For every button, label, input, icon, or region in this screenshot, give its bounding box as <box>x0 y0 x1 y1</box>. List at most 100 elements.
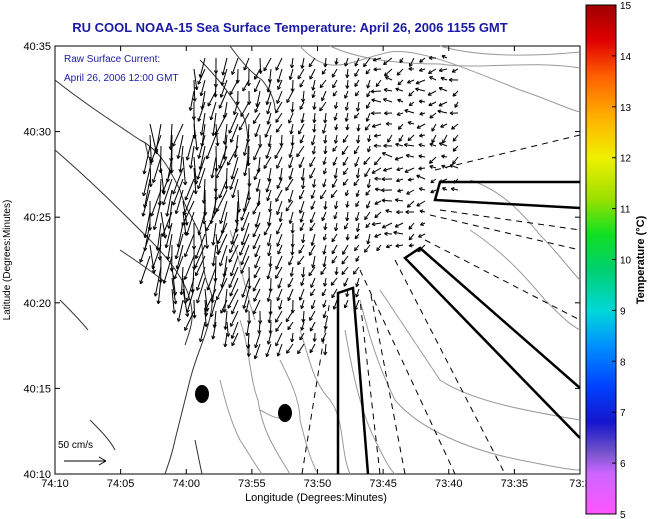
current-vector <box>312 112 317 123</box>
current-vector <box>279 134 284 147</box>
current-vector <box>265 90 272 106</box>
current-vector <box>365 189 371 196</box>
current-vector <box>312 123 317 133</box>
current-vector <box>204 288 217 312</box>
current-vector <box>385 244 393 249</box>
current-vector <box>298 244 305 254</box>
current-vector <box>276 200 283 216</box>
current-vector <box>354 156 360 167</box>
current-vector <box>323 321 328 330</box>
current-vector <box>408 90 415 97</box>
current-vector <box>285 200 294 212</box>
current-vector <box>331 233 338 243</box>
current-vector <box>253 266 261 279</box>
current-vector <box>441 54 448 59</box>
current-vector <box>354 68 360 77</box>
current-vector <box>398 134 404 142</box>
current-vector <box>452 156 459 165</box>
current-vector <box>173 255 184 280</box>
current-vector <box>184 310 195 331</box>
current-vector <box>345 288 350 298</box>
current-vector <box>454 101 459 108</box>
current-vector <box>404 167 415 173</box>
current-vector <box>342 167 349 175</box>
current-vector <box>233 134 239 158</box>
current-vector <box>219 200 228 224</box>
current-vector <box>376 244 382 252</box>
current-vector <box>311 145 316 155</box>
x-axis-ticks: 74:10 74:05 74:00 73:55 73:50 73:45 73:40 73:35… <box>41 46 591 490</box>
current-vector <box>397 79 404 86</box>
current-vector <box>268 200 273 213</box>
colorbar-tick-label: 10 <box>620 256 632 267</box>
current-vector <box>300 57 305 69</box>
current-vector <box>322 244 327 255</box>
current-vector <box>428 101 437 107</box>
y-axis-ticks: 40:35 40:30 40:25 40:20 40:15 40:10 <box>23 41 580 481</box>
current-vector <box>420 221 426 226</box>
current-vector <box>228 266 239 289</box>
current-vector <box>289 123 294 135</box>
current-vector <box>300 299 305 310</box>
current-vector <box>240 101 250 117</box>
current-vector <box>196 156 206 180</box>
current-vector <box>395 142 404 147</box>
current-vector <box>418 154 426 159</box>
current-vector <box>194 233 206 259</box>
current-vector <box>209 101 217 121</box>
current-vector <box>407 120 415 126</box>
current-vector <box>223 310 228 330</box>
current-vector <box>374 176 382 181</box>
current-vector <box>290 332 295 343</box>
current-vector <box>289 266 294 277</box>
current-vector <box>266 233 272 247</box>
current-vector <box>309 167 316 179</box>
current-vector <box>397 98 404 103</box>
current-vector <box>290 244 295 256</box>
current-vector <box>253 288 261 302</box>
current-vector <box>229 255 239 277</box>
current-vector <box>252 200 261 215</box>
current-vector <box>171 277 178 305</box>
current-vector <box>333 211 338 220</box>
current-vector <box>364 123 371 131</box>
current-vector <box>439 178 448 184</box>
current-vector <box>394 156 404 161</box>
current-vector <box>275 112 283 123</box>
current-vector <box>227 288 239 309</box>
current-vector <box>299 79 305 88</box>
current-vector <box>427 90 437 96</box>
current-vector <box>332 299 338 310</box>
current-vector <box>288 145 294 158</box>
current-vector <box>429 112 437 119</box>
current-vector <box>418 99 426 104</box>
current-vector <box>197 167 206 190</box>
current-vector <box>438 68 448 73</box>
current-vector <box>415 79 426 85</box>
current-vector <box>449 111 459 116</box>
current-vector <box>183 255 195 280</box>
current-vector <box>370 111 382 116</box>
current-vector <box>354 244 360 252</box>
current-vector <box>209 299 217 318</box>
current-vector <box>164 222 173 249</box>
current-vector <box>332 79 338 89</box>
current-vector <box>193 167 198 195</box>
current-vector <box>365 68 371 75</box>
current-vector <box>290 222 295 234</box>
current-vector <box>453 178 459 184</box>
current-vector <box>185 211 195 236</box>
shipping-lanes <box>336 180 581 475</box>
current-vector <box>345 211 350 222</box>
current-vector <box>219 79 228 98</box>
current-vector <box>441 164 448 169</box>
current-vector <box>240 222 250 246</box>
current-vector <box>301 266 306 278</box>
colorbar-tick-label: 5 <box>620 510 626 519</box>
current-vector <box>240 211 250 232</box>
current-vector <box>323 343 328 356</box>
current-vector <box>396 178 404 183</box>
current-vector <box>197 101 206 122</box>
current-vector <box>355 211 360 222</box>
current-vector <box>418 187 426 192</box>
